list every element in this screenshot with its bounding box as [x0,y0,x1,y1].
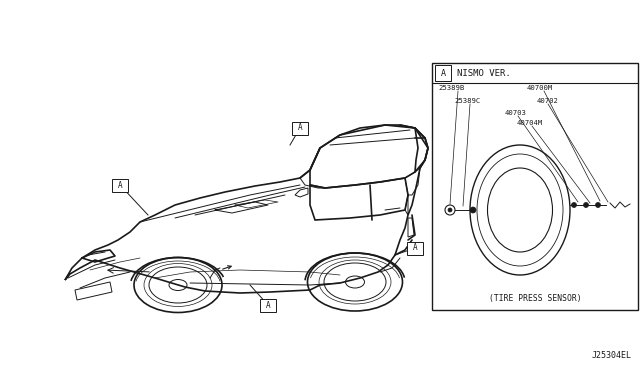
Text: 40703: 40703 [505,110,527,116]
Text: 40704M: 40704M [517,120,543,126]
Text: 25389C: 25389C [454,98,480,104]
Circle shape [448,208,452,212]
Circle shape [572,202,577,208]
Bar [260,298,276,311]
Text: 40702: 40702 [537,98,559,104]
Text: (TIRE PRESS SENSOR): (TIRE PRESS SENSOR) [489,294,581,302]
Text: A: A [440,68,445,77]
Bar [292,122,308,135]
Text: A: A [298,124,302,132]
Text: A: A [266,301,270,310]
Text: NISMO VER.: NISMO VER. [457,68,511,77]
Bar [407,241,423,254]
Text: 25389B: 25389B [438,85,464,91]
Circle shape [470,207,476,213]
Circle shape [584,202,589,208]
Circle shape [595,202,600,208]
Bar [112,179,128,192]
Text: J25304EL: J25304EL [592,351,632,360]
Bar [432,63,638,310]
Text: A: A [118,180,122,189]
Text: 40700M: 40700M [527,85,553,91]
Bar [435,65,451,81]
Text: A: A [413,244,417,253]
